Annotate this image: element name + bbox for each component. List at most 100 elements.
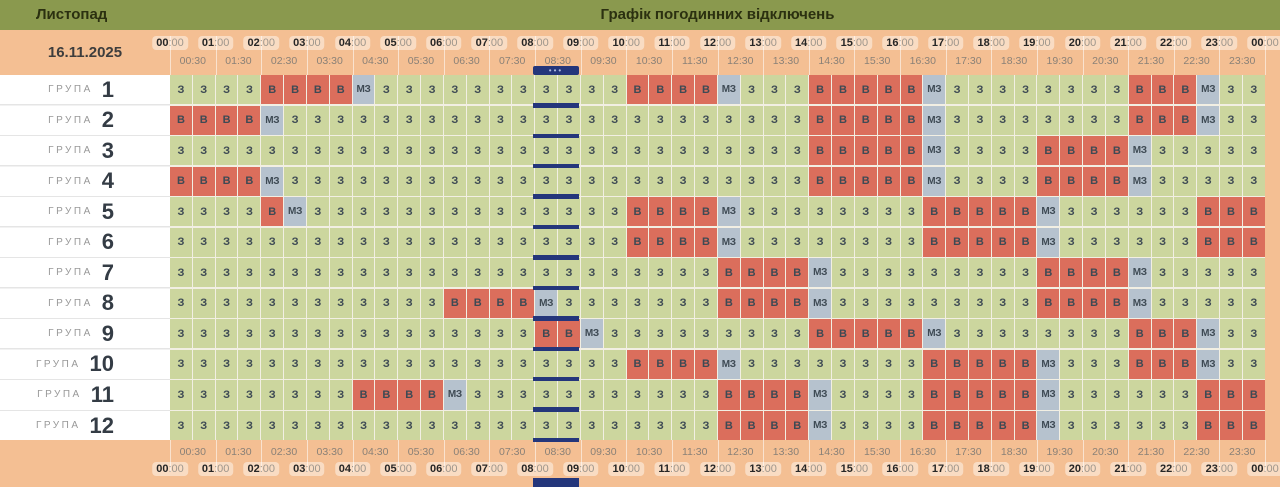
schedule-cell: З bbox=[512, 227, 535, 257]
hour-label-bold: 00 bbox=[1251, 37, 1264, 49]
tick-mark bbox=[170, 440, 171, 472]
schedule-cell: В bbox=[695, 349, 717, 379]
hour-label-bold: 19 bbox=[1023, 37, 1036, 49]
schedule-cell: В bbox=[740, 411, 763, 441]
schedule-cell: З bbox=[1105, 227, 1128, 257]
schedule-cell: З bbox=[580, 197, 603, 227]
half-hour-label: 12:30 bbox=[727, 446, 754, 458]
hour-label-bold: 08 bbox=[521, 37, 534, 49]
schedule-cell: З bbox=[1083, 411, 1105, 441]
schedule-cell: З bbox=[1060, 75, 1083, 105]
schedule-cell: В bbox=[1014, 380, 1037, 410]
tick-mark bbox=[352, 36, 354, 75]
schedule-cell: З bbox=[329, 349, 352, 379]
schedule-cell: З bbox=[649, 166, 672, 196]
tick-mark bbox=[261, 36, 263, 75]
schedule-cell: В bbox=[192, 105, 215, 135]
schedule-cell: З bbox=[306, 197, 329, 227]
schedule-cell: В bbox=[991, 411, 1014, 441]
tick-mark bbox=[626, 36, 628, 75]
schedule-cell: З bbox=[558, 227, 580, 257]
schedule-cell: З bbox=[443, 258, 466, 288]
schedule-cell: З bbox=[1128, 411, 1151, 441]
schedule-cell: В bbox=[923, 227, 946, 257]
schedule-cell: МЗ bbox=[1037, 197, 1060, 227]
schedule-cell: В bbox=[626, 227, 649, 257]
tick-mark bbox=[854, 36, 856, 75]
group-number: 8 bbox=[101, 290, 114, 316]
schedule-cell: З bbox=[740, 166, 763, 196]
hour-label: 21:00 bbox=[1110, 462, 1146, 476]
schedule-cell: В bbox=[192, 166, 215, 196]
tick-mark bbox=[1173, 36, 1175, 75]
tick-mark bbox=[580, 440, 582, 472]
schedule-cell: З bbox=[1242, 136, 1265, 166]
schedule-cell: В bbox=[1174, 319, 1197, 349]
schedule-cell: В bbox=[1242, 197, 1265, 227]
group-cells: З З З З З З З З З З З З В В В В МЗ З З З З З З З В В В В МЗ З З З З З З З З З… bbox=[170, 288, 1265, 318]
schedule-cell: З bbox=[535, 75, 558, 105]
schedule-cell: З bbox=[832, 197, 854, 227]
group-cells: З З З З В МЗ З З З З З З З З З З З З З З В В В В МЗ З З З З З З З З В В В В В… bbox=[170, 197, 1265, 227]
schedule-cell: В bbox=[466, 288, 489, 318]
schedule-cell: В bbox=[900, 319, 923, 349]
schedule-cell: З bbox=[672, 319, 695, 349]
schedule-cell: З bbox=[284, 227, 306, 257]
group-label: ГРУПА 1 bbox=[0, 75, 170, 105]
schedule-grid: ГРУПА 1 З З З З В В В В МЗ З З З З З З З З З З З В В В В МЗ З З З В В В В… bbox=[0, 75, 1280, 441]
schedule-cell: З bbox=[877, 227, 900, 257]
schedule-cell: З bbox=[603, 258, 626, 288]
hour-label: 06:00 bbox=[425, 36, 462, 50]
tick-mark bbox=[1219, 36, 1221, 75]
schedule-cell: З bbox=[1014, 136, 1037, 166]
schedule-cell: З bbox=[466, 136, 489, 166]
schedule-cell: В bbox=[923, 349, 946, 379]
schedule-cell: В bbox=[329, 75, 352, 105]
schedule-cell: З bbox=[352, 227, 375, 257]
schedule-cell: З bbox=[375, 75, 398, 105]
schedule-cell: В bbox=[717, 258, 740, 288]
schedule-cell: З bbox=[284, 105, 306, 135]
schedule-cell: В bbox=[877, 105, 900, 135]
schedule-cell: В bbox=[740, 258, 763, 288]
schedule-cell: З bbox=[1197, 258, 1220, 288]
schedule-cell: З bbox=[443, 75, 466, 105]
schedule-cell: В bbox=[1220, 197, 1242, 227]
schedule-cell: З bbox=[512, 105, 535, 135]
half-hour-label: 06:30 bbox=[453, 446, 480, 458]
schedule-cell: З bbox=[1220, 75, 1242, 105]
group-word: ГРУПА bbox=[48, 206, 93, 218]
schedule-cell: В bbox=[1037, 166, 1060, 196]
schedule-cell: В bbox=[717, 380, 740, 410]
tick-mark bbox=[808, 440, 810, 472]
schedule-cell: З bbox=[170, 136, 192, 166]
schedule-cell: В bbox=[626, 349, 649, 379]
schedule-cell: МЗ bbox=[809, 380, 832, 410]
hour-label: 17:00 bbox=[927, 36, 964, 50]
schedule-cell: З bbox=[1174, 197, 1197, 227]
hour-label-bold: 20 bbox=[1068, 37, 1081, 49]
group-number: 2 bbox=[101, 107, 114, 133]
schedule-cell: В bbox=[1083, 258, 1105, 288]
schedule-cell: З bbox=[740, 197, 763, 227]
schedule-cell: З bbox=[968, 75, 991, 105]
schedule-cell: МЗ bbox=[923, 319, 946, 349]
schedule-cell: З bbox=[558, 197, 580, 227]
schedule-cell: З bbox=[443, 411, 466, 441]
schedule-cell: З bbox=[398, 227, 421, 257]
schedule-cell: З bbox=[1151, 227, 1174, 257]
half-hour-label: 08:30 bbox=[544, 446, 571, 458]
group-label: ГРУПА 9 bbox=[0, 319, 170, 349]
schedule-cell: З bbox=[329, 258, 352, 288]
schedule-cell: МЗ bbox=[261, 166, 284, 196]
schedule-cell: З bbox=[672, 105, 695, 135]
schedule-cell: З bbox=[763, 227, 786, 257]
schedule-cell: В bbox=[1151, 319, 1174, 349]
group-word: ГРУПА bbox=[48, 236, 93, 248]
schedule-cell: В bbox=[991, 227, 1014, 257]
schedule-cell: З bbox=[489, 227, 512, 257]
group-label: ГРУПА 8 bbox=[0, 288, 170, 318]
schedule-cell: З bbox=[946, 258, 968, 288]
schedule-cell: З bbox=[215, 258, 238, 288]
schedule-cell: З bbox=[1174, 136, 1197, 166]
